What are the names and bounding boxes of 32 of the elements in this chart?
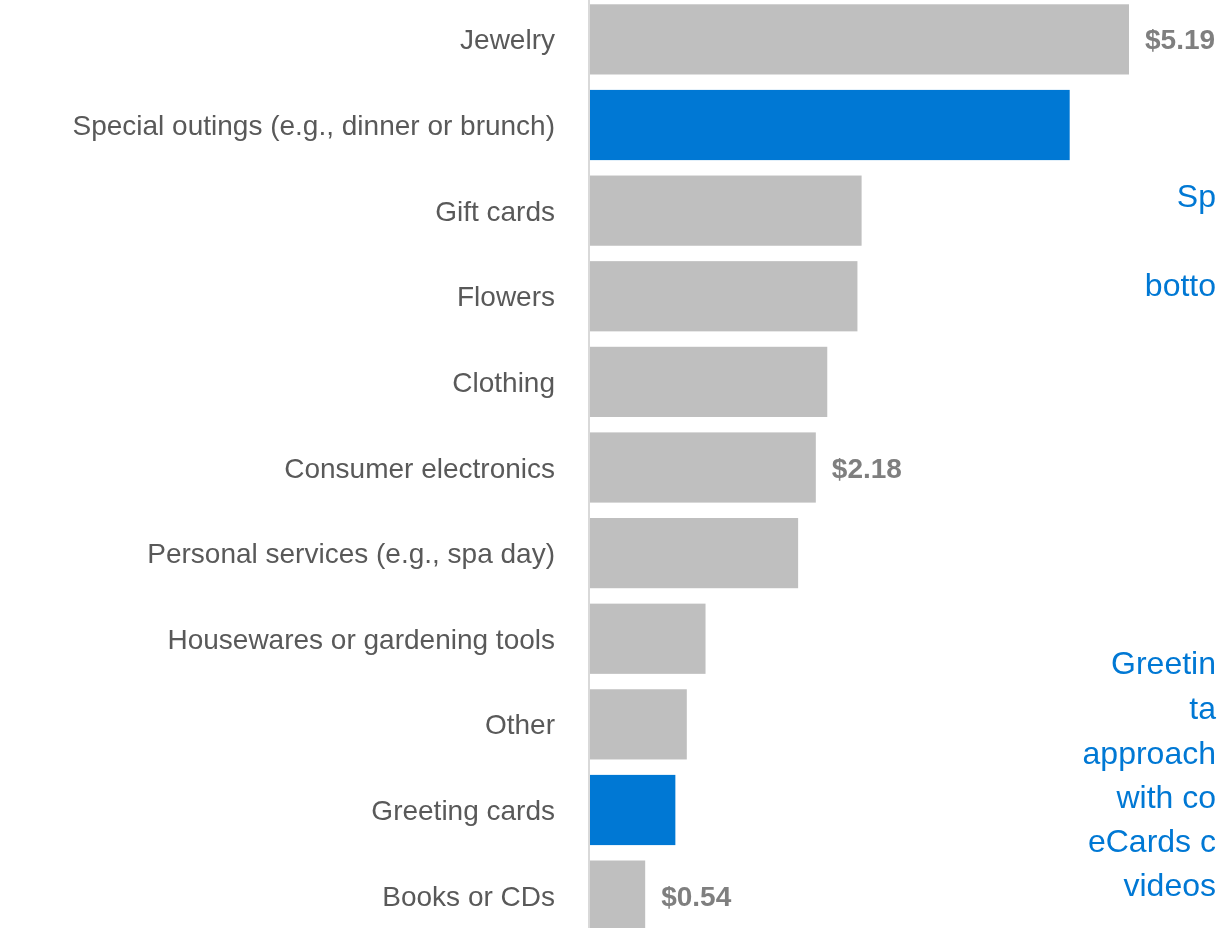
- y-tick-label: Other: [484, 709, 555, 741]
- annotation: with co: [1115, 779, 1216, 815]
- annotation: Greetin: [1111, 645, 1216, 681]
- y-tick-label: Jewelry: [460, 24, 555, 56]
- data-label: $5.19: [1145, 24, 1216, 56]
- text: ta: [1189, 690, 1217, 726]
- y-tick-label: Personal services (e.g., spa day): [147, 538, 555, 570]
- bar: [589, 346, 828, 417]
- data-label: $2.18: [831, 452, 902, 484]
- y-tick-label: Flowers: [456, 281, 555, 313]
- bar: [589, 689, 687, 760]
- y-tick-label: Greeting cards: [371, 794, 555, 826]
- bar: [589, 175, 862, 246]
- data-label: $0.54: [661, 880, 732, 912]
- annotation: eCards c: [1087, 823, 1216, 859]
- y-tick-label: Special outings (e.g., dinner or brunch): [72, 110, 555, 142]
- text: botto: [1144, 267, 1216, 303]
- text: Sp: [1176, 178, 1216, 214]
- annotation: approach: [1082, 735, 1216, 771]
- bar: [589, 261, 858, 332]
- annotation: videos: [1123, 867, 1216, 903]
- bar: [589, 518, 799, 589]
- bar: [589, 4, 1129, 75]
- bar: [589, 89, 1070, 161]
- y-tick-label: Books or CDs: [382, 880, 555, 912]
- y-tick-label: Gift cards: [435, 195, 555, 227]
- bar: [589, 603, 706, 674]
- bar: [589, 774, 676, 846]
- y-tick-label: Consumer electronics: [284, 452, 555, 484]
- y-tick-label: Clothing: [452, 366, 555, 398]
- y-tick-label: Housewares or gardening tools: [167, 623, 555, 655]
- bar: [589, 432, 816, 503]
